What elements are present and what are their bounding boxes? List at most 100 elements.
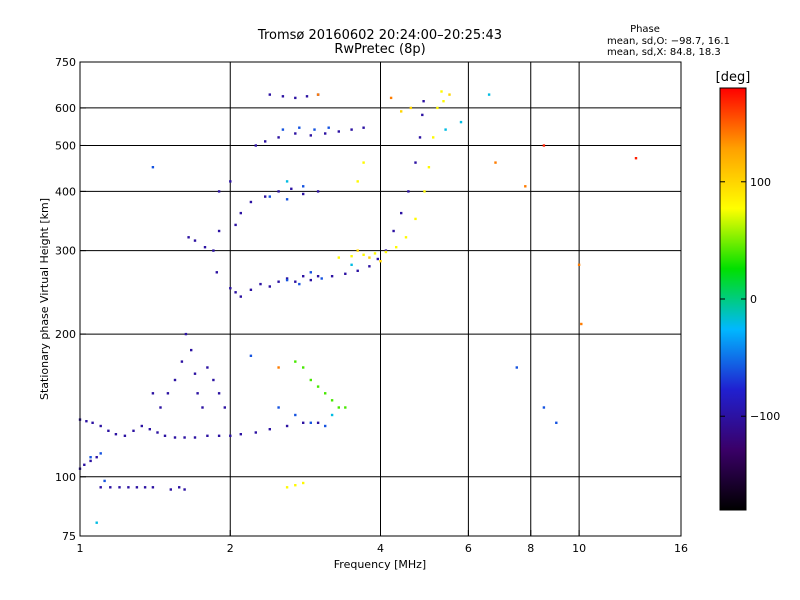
echo-point bbox=[414, 217, 417, 221]
echo-point bbox=[229, 434, 232, 437]
echo-point bbox=[494, 161, 497, 164]
echo-point bbox=[217, 229, 221, 233]
echo-point bbox=[178, 486, 181, 489]
echo-point bbox=[309, 378, 312, 382]
echo-point bbox=[316, 190, 320, 193]
grid-lines bbox=[80, 62, 681, 536]
echo-point bbox=[436, 106, 439, 110]
y-tick-label: 300 bbox=[55, 245, 76, 258]
echo-point bbox=[294, 96, 297, 100]
y-tick-label: 500 bbox=[55, 139, 76, 152]
echo-point bbox=[239, 433, 242, 436]
echo-point bbox=[515, 366, 518, 369]
echo-point bbox=[577, 263, 581, 266]
echo-point bbox=[281, 95, 285, 98]
echo-point bbox=[151, 392, 155, 395]
echo-points bbox=[78, 90, 638, 524]
echo-point bbox=[350, 128, 353, 131]
echo-point bbox=[132, 429, 135, 432]
echo-point bbox=[148, 428, 151, 431]
echo-point bbox=[118, 486, 121, 489]
echo-point bbox=[400, 211, 403, 215]
echo-point bbox=[356, 180, 359, 183]
echo-point bbox=[285, 180, 289, 183]
echo-point bbox=[418, 136, 422, 139]
echo-point bbox=[422, 100, 425, 103]
phase-mean-x: mean, sd,X: 84.8, 18.3 bbox=[607, 47, 721, 58]
echo-point bbox=[264, 195, 267, 198]
chart-subtitle: RwPretec (8p) bbox=[334, 42, 425, 57]
echo-point bbox=[223, 406, 226, 409]
y-axis-label: Stationary phase Virtual Height [km] bbox=[38, 198, 51, 400]
phase-heading: Phase bbox=[630, 24, 660, 35]
echo-point bbox=[212, 378, 215, 382]
echo-point bbox=[239, 295, 242, 298]
echo-point bbox=[316, 421, 320, 424]
echo-point bbox=[285, 486, 289, 489]
echo-point bbox=[324, 392, 327, 395]
echo-point bbox=[143, 486, 147, 489]
echo-point bbox=[196, 392, 199, 395]
echo-point bbox=[206, 434, 209, 437]
echo-point bbox=[309, 421, 312, 424]
echo-point bbox=[542, 144, 546, 147]
echo-point bbox=[459, 120, 463, 124]
echo-point bbox=[249, 354, 253, 357]
echo-point bbox=[264, 140, 267, 143]
echo-point bbox=[203, 246, 207, 249]
echo-point bbox=[316, 93, 320, 96]
echo-point bbox=[156, 431, 159, 434]
colorbar-tick-label: −100 bbox=[750, 410, 780, 423]
colorbar-ticks: 100 0 −100 bbox=[720, 176, 780, 423]
echo-point bbox=[395, 246, 398, 249]
colorbar-tick-label: 100 bbox=[750, 176, 771, 189]
echo-point bbox=[542, 406, 546, 409]
echo-point bbox=[330, 399, 334, 402]
echo-point bbox=[409, 106, 412, 110]
y-tick-label: 75 bbox=[62, 530, 76, 543]
echo-point bbox=[362, 126, 365, 129]
echo-point bbox=[294, 360, 297, 363]
echo-point bbox=[135, 486, 139, 489]
echo-point bbox=[89, 456, 92, 459]
echo-point bbox=[215, 271, 218, 274]
echo-point bbox=[285, 424, 289, 428]
echo-point bbox=[373, 252, 377, 255]
y-tick-label: 400 bbox=[55, 185, 76, 198]
echo-point bbox=[316, 275, 320, 278]
echo-point bbox=[448, 93, 451, 96]
chart-title: Tromsø 20160602 20:24:00–20:25:43 bbox=[257, 28, 502, 43]
echo-point bbox=[384, 249, 388, 252]
echo-point bbox=[427, 166, 431, 169]
echo-point bbox=[362, 161, 365, 164]
echo-point bbox=[183, 488, 186, 491]
phase-mean-o: mean, sd,O: −98.7, 16.1 bbox=[607, 36, 730, 47]
echo-point bbox=[337, 256, 340, 259]
echo-point bbox=[83, 463, 86, 466]
echo-point bbox=[99, 452, 102, 455]
echo-point bbox=[201, 406, 204, 409]
x-axis-label: Frequency [MHz] bbox=[334, 558, 426, 571]
echo-point bbox=[285, 278, 289, 282]
echo-point bbox=[193, 436, 197, 439]
echo-point bbox=[277, 190, 280, 193]
echo-point bbox=[404, 236, 408, 239]
echo-point bbox=[254, 431, 257, 434]
echo-point bbox=[444, 128, 447, 131]
echo-point bbox=[259, 282, 262, 286]
echo-point bbox=[305, 95, 309, 98]
echo-point bbox=[183, 436, 186, 439]
echo-point bbox=[423, 190, 426, 193]
echo-point bbox=[254, 144, 257, 147]
x-tick-label: 16 bbox=[674, 542, 688, 555]
echo-point bbox=[327, 126, 330, 129]
echo-point bbox=[320, 277, 323, 280]
echo-point bbox=[313, 128, 316, 131]
echo-point bbox=[414, 161, 417, 164]
echo-point bbox=[298, 126, 301, 129]
colorbar-label: [deg] bbox=[716, 70, 751, 85]
echo-point bbox=[302, 421, 305, 424]
echo-point bbox=[229, 180, 232, 183]
echo-point bbox=[99, 486, 102, 489]
echo-point bbox=[330, 413, 334, 417]
